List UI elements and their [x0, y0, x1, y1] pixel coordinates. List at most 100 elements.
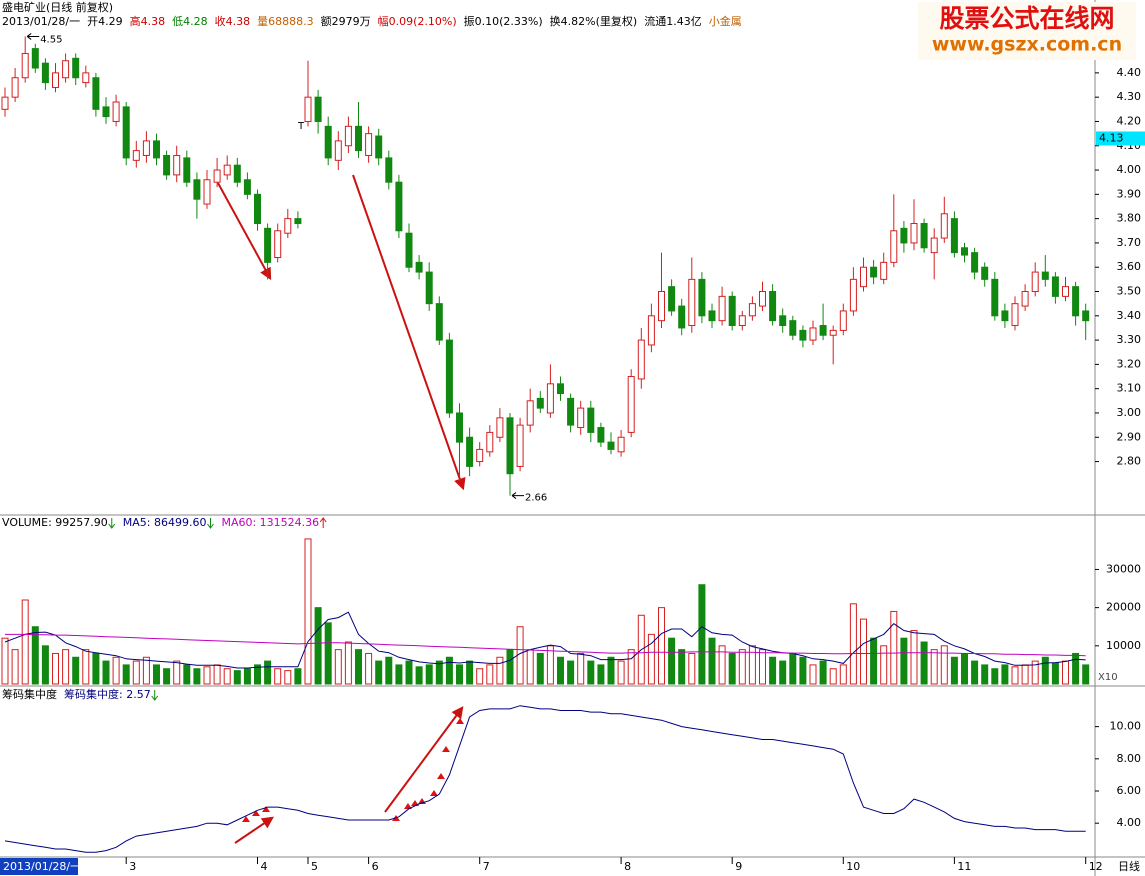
x-tick-label: 11 — [957, 860, 971, 873]
volume-bar — [607, 656, 615, 685]
candle-body — [849, 278, 857, 312]
candle-body — [334, 140, 342, 161]
y-tick-label: 3.10 — [1117, 382, 1142, 395]
candle-body — [981, 266, 989, 280]
candle-body — [1011, 303, 1019, 327]
volume-bar — [506, 649, 514, 685]
candle-body — [264, 227, 272, 263]
candle-body — [950, 218, 958, 254]
candle-body — [819, 325, 827, 336]
candle-body — [658, 291, 665, 322]
trend-arrow — [384, 706, 464, 813]
trend-arrow — [234, 816, 274, 844]
x-tick-label: 4 — [261, 860, 268, 873]
volume-bar — [1, 637, 9, 685]
volume-bar — [122, 664, 130, 685]
unit-label: X10 — [1098, 672, 1118, 683]
y-tick-label: 3.60 — [1117, 260, 1142, 273]
volume-bar — [385, 656, 393, 685]
volume-bar — [557, 656, 564, 685]
volume-bar — [486, 664, 494, 685]
candle-body — [304, 96, 312, 122]
candle-body — [1001, 310, 1009, 322]
candle-body — [21, 52, 29, 79]
y-tick-label: 3.00 — [1117, 406, 1142, 419]
candle-body — [870, 266, 878, 278]
x-tick-label: 9 — [735, 860, 742, 873]
candle-body — [122, 106, 130, 159]
candle-body — [799, 329, 807, 341]
signal-marker — [242, 718, 464, 822]
cursor-date: 2013/01/28/一 — [3, 860, 81, 873]
y-tick-label: 4.20 — [1117, 114, 1142, 127]
candle-body — [637, 339, 645, 380]
volume-bar — [243, 668, 251, 685]
candle-body — [445, 339, 453, 414]
x-tick-label: 8 — [624, 860, 631, 873]
candle-body — [516, 424, 524, 467]
y-tick-label: 8.00 — [1117, 752, 1142, 765]
volume-bar — [809, 664, 817, 685]
volume-bar — [839, 664, 847, 685]
volume-bar — [92, 652, 100, 685]
volume-bar — [41, 645, 49, 685]
volume-bar — [728, 652, 736, 685]
watermark-url: www.gszx.com.cn — [932, 34, 1122, 56]
y-tick-label: 20000 — [1106, 601, 1141, 614]
candle-body — [486, 431, 494, 453]
candle-body — [769, 291, 777, 322]
candle-body — [82, 72, 90, 84]
y-tick-label: 30000 — [1106, 562, 1141, 575]
candle-body — [1031, 271, 1039, 293]
candle-body — [738, 315, 746, 327]
header-text: 振0.10(2.33%) — [464, 14, 543, 28]
candle-body — [587, 407, 595, 433]
header-text: 2013/01/28/一 — [2, 15, 80, 28]
candle-body — [557, 383, 564, 395]
candle-body — [41, 62, 49, 84]
volume-bar — [163, 668, 171, 685]
header-text: 幅0.09(2.10%) — [378, 15, 457, 28]
volume-bar — [738, 649, 746, 685]
signal-markers — [242, 718, 464, 822]
volume-bar — [31, 626, 39, 685]
candle-body — [395, 181, 403, 232]
candle-body — [910, 222, 918, 244]
header-text: 量68888.3 — [257, 15, 314, 28]
x-tick-label: 10 — [846, 860, 860, 873]
volume-bar — [102, 660, 110, 685]
candle-body — [890, 230, 898, 263]
volume-bar — [779, 660, 787, 685]
volume-bar — [799, 656, 807, 685]
candle-body — [254, 193, 261, 224]
volume-bar — [1011, 666, 1019, 685]
y-tick-label: 10.00 — [1110, 720, 1142, 733]
volume-bar — [264, 660, 272, 685]
x-tick-label: 3 — [129, 860, 136, 873]
volume-bar — [405, 660, 413, 685]
candle-body — [405, 232, 413, 268]
volume-bar — [304, 538, 312, 685]
watermark-box — [918, 2, 1136, 60]
volume-bar — [759, 649, 766, 685]
candle-body — [1021, 291, 1029, 307]
candle-body — [163, 154, 171, 176]
candle-body — [375, 135, 383, 159]
ma-line — [4, 611, 1086, 669]
volume-bar — [920, 641, 928, 685]
chart-title: 盛电矿业(日线 前复权) — [2, 0, 113, 14]
y-tick-label: 2.80 — [1117, 455, 1142, 468]
volume-bar — [567, 660, 575, 685]
date-box — [0, 858, 78, 875]
period-label: 日线 — [1118, 859, 1140, 873]
header-text: 小金属 — [709, 14, 742, 28]
volume-bar — [819, 660, 827, 685]
volume-bar — [870, 637, 878, 685]
candle-body — [526, 400, 534, 426]
header-text: MA5: 86499.60 — [123, 516, 207, 529]
volume-bar — [173, 660, 181, 685]
volume-bar — [415, 666, 423, 685]
x-tick-label: 5 — [311, 860, 318, 873]
x-tick-label: 7 — [483, 860, 490, 873]
